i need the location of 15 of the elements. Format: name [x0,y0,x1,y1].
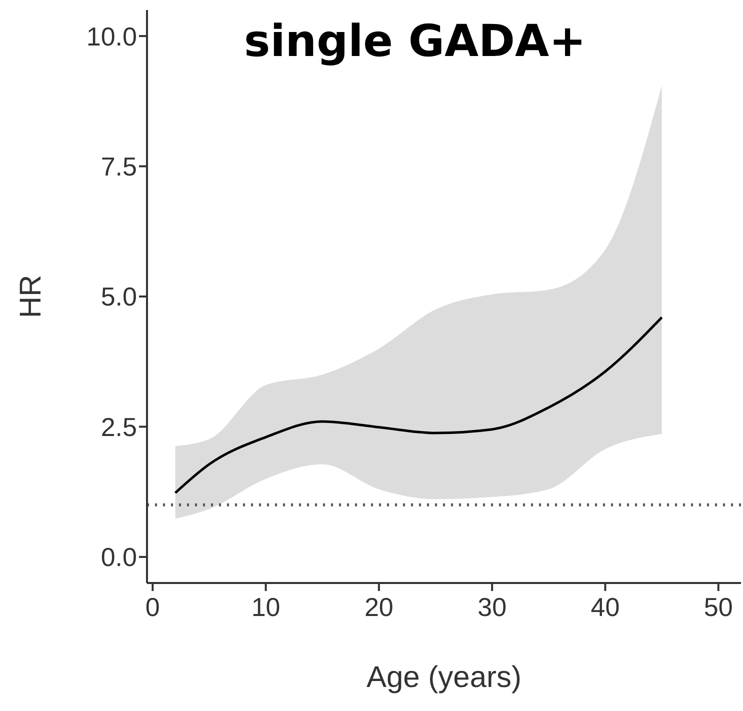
y-tick-label: 0.0 [100,542,137,572]
y-axis-title: HR [14,274,48,318]
chart-title: single GADA+ [244,16,586,67]
x-tick-label: 20 [364,592,394,622]
x-tick-label: 10 [251,592,280,622]
x-tick-label: 40 [590,592,620,622]
y-tick-label: 10.0 [86,21,137,52]
x-tick-label: 50 [704,592,733,622]
x-tick-label: 30 [478,592,507,622]
x-tick-label: 0 [145,592,160,622]
y-tick-label: 5.0 [100,282,137,312]
line-series [174,316,664,494]
y-tick-label: 2.5 [100,412,137,442]
y-tick-label: 7.5 [100,152,137,182]
x-axis-title: Age (years) [366,661,522,694]
